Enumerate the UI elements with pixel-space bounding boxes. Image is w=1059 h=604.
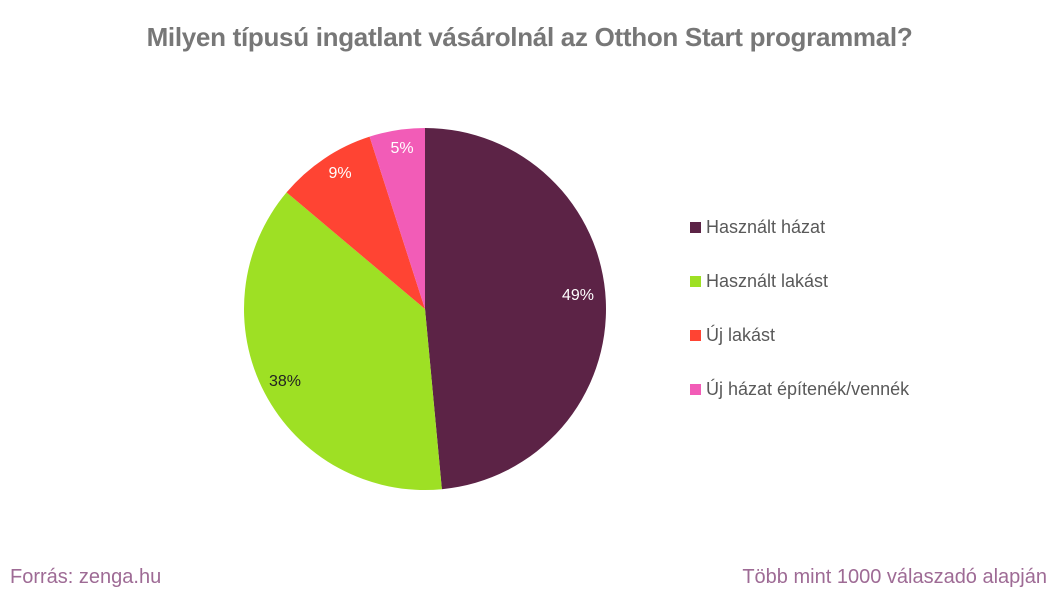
chart-title: Milyen típusú ingatlant vásárolnál az Ot… [146, 22, 913, 52]
pie-slice [244, 192, 442, 490]
respondents-note: Több mint 1000 válaszadó alapján [742, 566, 1047, 588]
legend-swatch [690, 221, 701, 233]
legend-label: Használt lakást [706, 270, 829, 291]
legend-item-uj-lakast: Új lakást [690, 308, 909, 362]
legend-swatch [690, 329, 701, 341]
legend-label: Új lakást [706, 324, 776, 345]
legend-swatch [690, 275, 701, 287]
pie-slice [369, 128, 425, 309]
legend-label: Új házat építenék/vennék [706, 378, 910, 399]
legend-item-uj-hazat: Új házat építenék/vennék [690, 362, 909, 416]
slice-label-hasznalt-lakast: 38% [269, 373, 301, 390]
legend-item-hasznalt-lakast: Használt lakást [690, 254, 909, 308]
legend-item-hasznalt-hazat: Használt házat [690, 200, 909, 254]
pie-slice [425, 128, 606, 490]
slice-label-uj-lakast: 9% [328, 165, 351, 182]
slice-label-uj-hazat: 5% [390, 140, 413, 157]
legend: Használt házat Használt lakást Új lakást… [690, 200, 909, 416]
pie-slice [286, 136, 425, 309]
slice-label-hasznalt-hazat: 49% [562, 287, 594, 304]
legend-swatch [690, 383, 701, 395]
source-note: Forrás: zenga.hu [10, 566, 162, 588]
legend-label: Használt házat [706, 216, 826, 237]
